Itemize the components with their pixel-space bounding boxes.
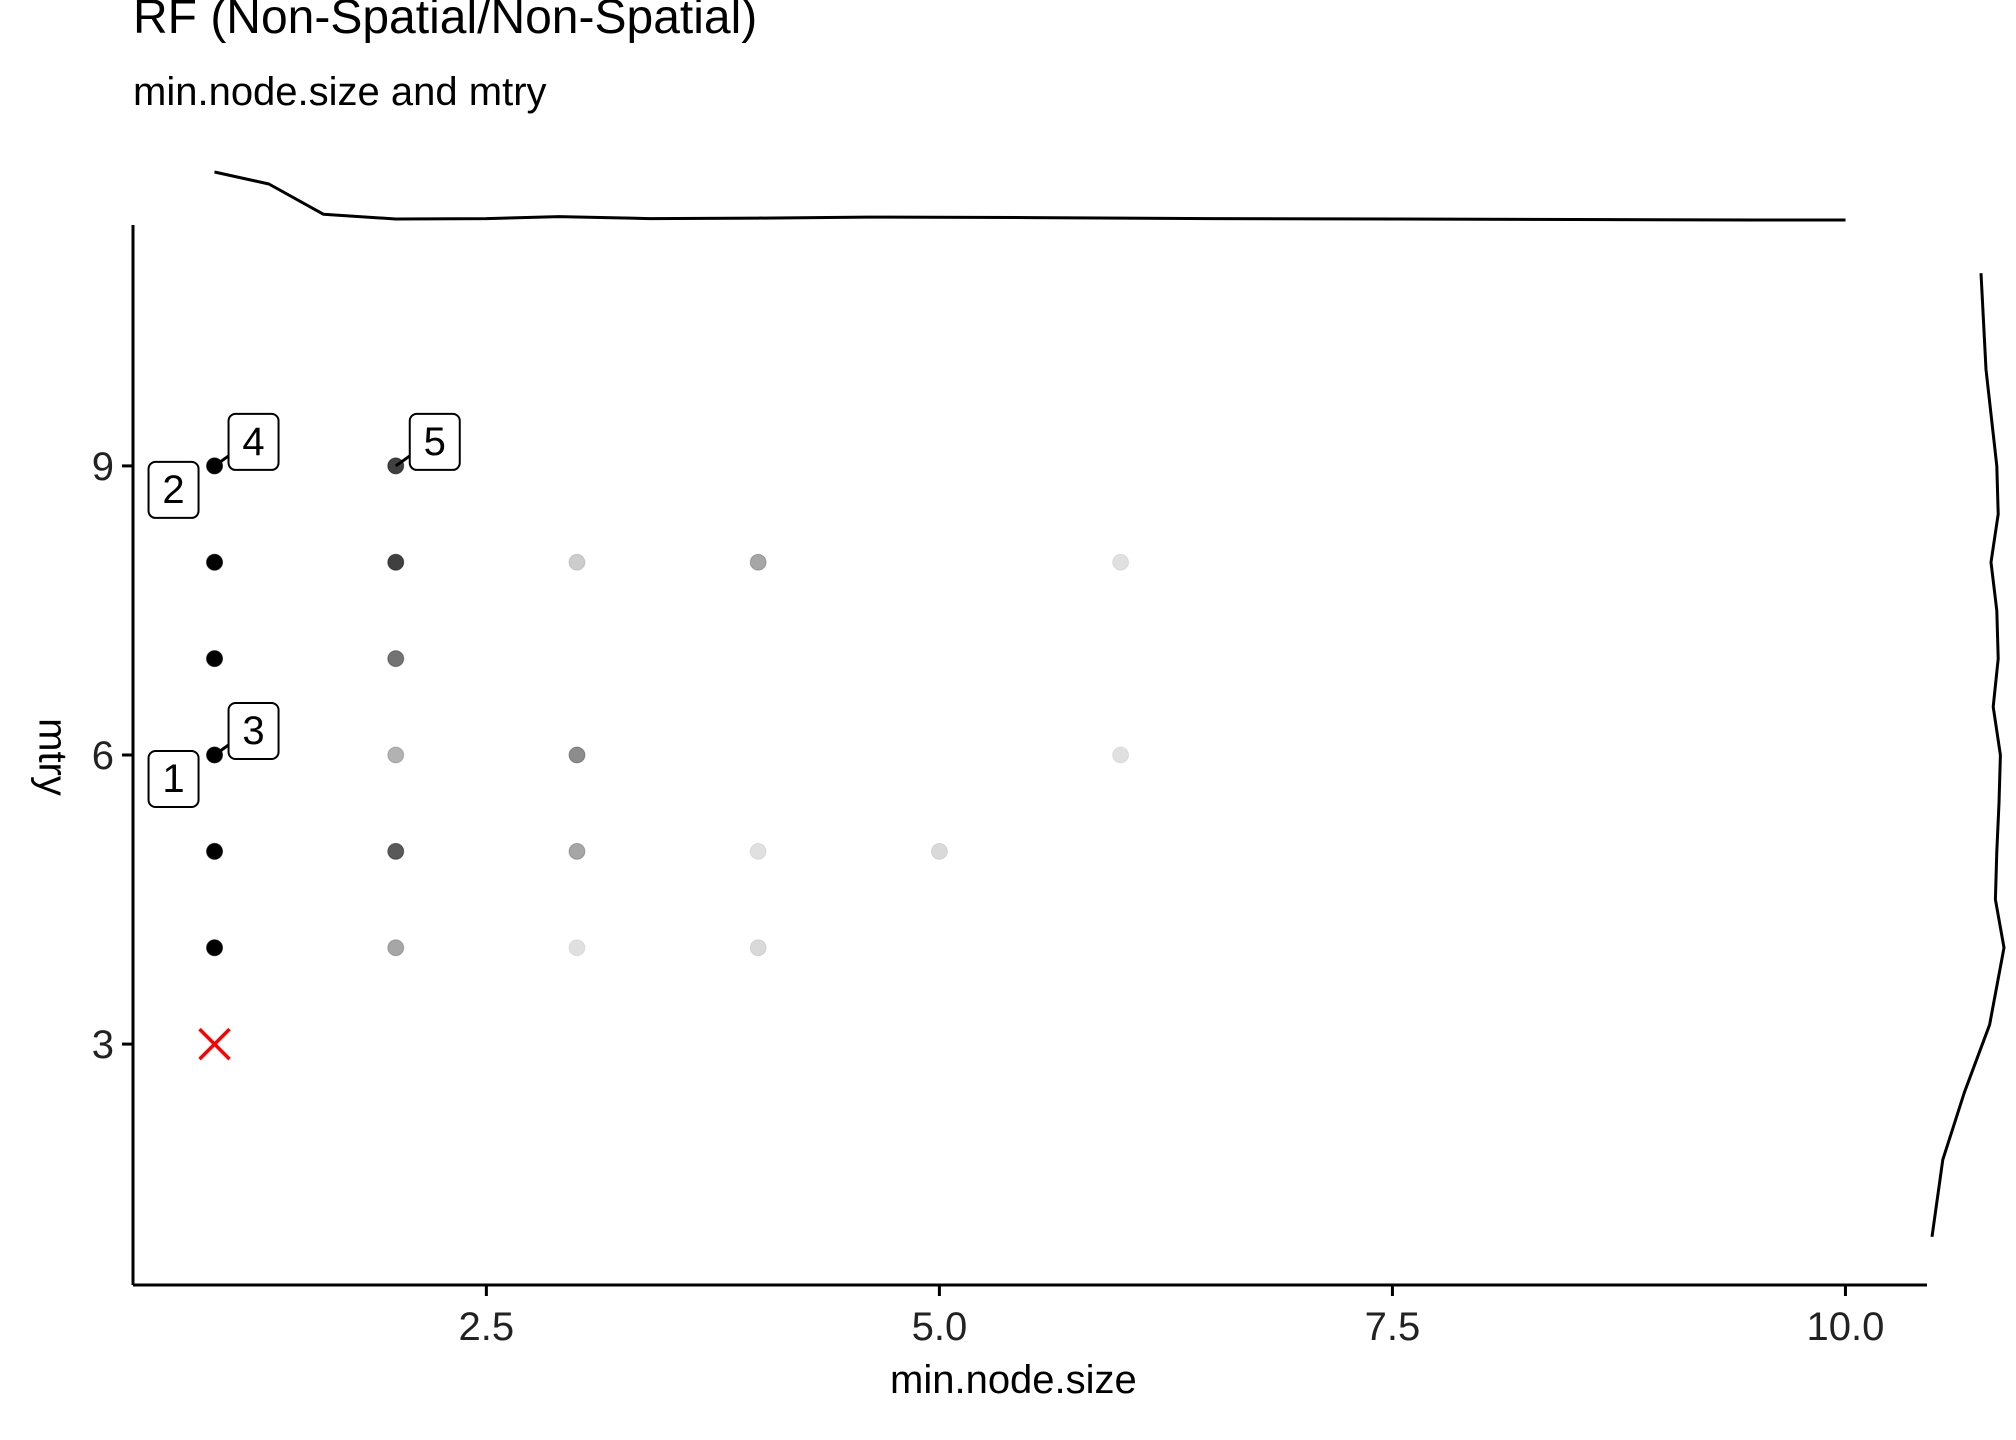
data-point (568, 842, 586, 860)
x-tick-label: 2.5 (459, 1305, 515, 1349)
data-point (749, 553, 767, 571)
rank-label-box (408, 412, 461, 471)
rank-label-box (147, 460, 200, 519)
rank-label: 2 (162, 468, 184, 512)
rank-label-box (227, 702, 280, 760)
default-marker (198, 1027, 231, 1061)
chart-subtitle: min.node.size and mtry (133, 70, 547, 114)
data-point (749, 842, 767, 860)
y-tick-label: 6 (92, 734, 114, 778)
data-point (1112, 553, 1130, 571)
data-point (387, 650, 405, 668)
label-leader (213, 743, 230, 757)
data-point (1112, 746, 1130, 764)
data-point (387, 842, 405, 860)
y-tick-label: 3 (92, 1023, 114, 1067)
y-tick-label: 9 (92, 445, 114, 489)
chart-title: RF (Non-Spatial/Non-Spatial) (133, 0, 758, 44)
data-point (206, 842, 224, 860)
data-point (568, 746, 586, 764)
data-point (568, 939, 586, 957)
data-point (206, 939, 224, 957)
data-point (749, 939, 767, 957)
data-point (206, 650, 224, 668)
rank-label: 3 (242, 709, 264, 753)
data-point (387, 939, 405, 957)
x-tick-label: 7.5 (1365, 1305, 1421, 1349)
data-point (387, 553, 405, 571)
data-point (387, 746, 405, 764)
x-tick-label: 5.0 (912, 1305, 968, 1349)
x-marginal-density (214, 170, 1846, 222)
data-point (206, 553, 224, 571)
rank-label-box (147, 750, 200, 808)
rank-label: 4 (242, 420, 264, 464)
data-point (930, 842, 948, 860)
x-tick-label: 10.0 (1807, 1305, 1885, 1349)
label-leader (394, 454, 411, 468)
rank-label-box (227, 412, 280, 471)
rank-label: 1 (162, 757, 184, 801)
x-axis-title: min.node.size (890, 1358, 1137, 1402)
y-marginal-density (1930, 273, 2006, 1238)
rank-label: 5 (424, 420, 446, 464)
label-leader (213, 454, 230, 468)
data-point (568, 553, 586, 571)
